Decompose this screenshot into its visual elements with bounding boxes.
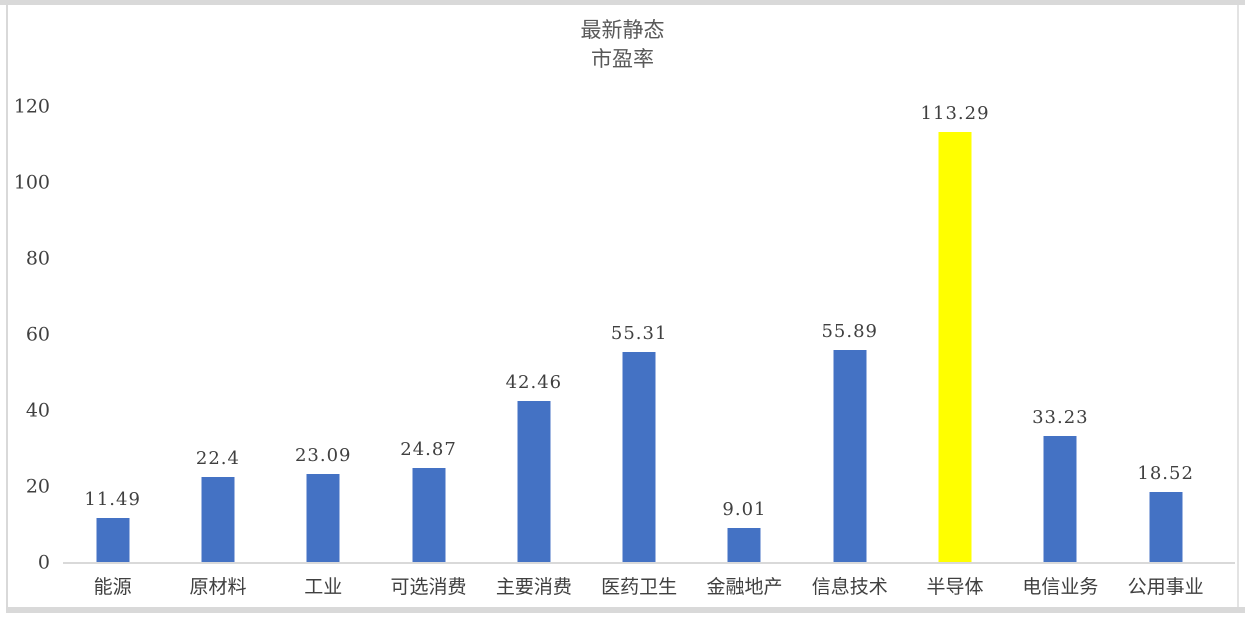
category-label-信息技术: 信息技术 — [811, 576, 888, 598]
category-label-可选消费: 可选消费 — [390, 576, 467, 598]
bar-slot: 9.01 — [692, 107, 797, 563]
bar-slot: 22.4 — [165, 107, 270, 563]
frame-bottom-strip — [6, 607, 1245, 613]
bar-金融地产[interactable] — [727, 527, 761, 562]
bar-slot: 23.09 — [271, 107, 376, 563]
bar-slot: 42.46 — [481, 107, 586, 563]
bar-value-label: 55.89 — [821, 320, 878, 342]
bar-value-label: 55.31 — [610, 322, 668, 344]
bar-slot: 33.23 — [1008, 107, 1113, 563]
bar-电信业务[interactable] — [1043, 435, 1077, 562]
bar-value-label: 23.09 — [294, 445, 352, 467]
category-label-半导体: 半导体 — [926, 576, 984, 598]
bar-slot: 11.49 — [60, 107, 165, 563]
bar-半导体[interactable] — [938, 131, 972, 562]
plot-area: 11.49 22.4 23.09 24.87 42.46 55.31 9.01 55.89 11… — [60, 103, 1235, 564]
bar-value-label: 33.23 — [1032, 406, 1089, 428]
frame-top-strip — [0, 0, 1245, 5]
x-axis-line — [63, 562, 1235, 564]
category-label-原材料: 原材料 — [189, 576, 247, 598]
category-label-电信业务: 电信业务 — [1022, 576, 1099, 598]
category-label-工业: 工业 — [304, 576, 343, 598]
y-tick-label: 20 — [25, 475, 50, 498]
y-tick-label: 0 — [37, 551, 50, 574]
bar-value-label: 11.49 — [84, 489, 141, 511]
bar-slot: 24.87 — [376, 107, 481, 563]
bar-slot: 18.52 — [1113, 107, 1218, 563]
bar-公用事业[interactable] — [1149, 491, 1183, 562]
bar-value-label: 22.4 — [195, 447, 240, 469]
category-label-主要消费: 主要消费 — [495, 576, 572, 598]
frame-right-border — [1237, 5, 1239, 607]
category-label-能源: 能源 — [93, 576, 132, 598]
bar-能源[interactable] — [96, 518, 130, 562]
category-label-金融地产: 金融地产 — [706, 576, 783, 598]
bar-value-label: 42.46 — [505, 371, 563, 393]
bar-value-label: 113.29 — [920, 102, 990, 124]
y-tick-label: 120 — [13, 95, 50, 118]
bar-value-label: 18.52 — [1137, 462, 1194, 484]
y-tick-label: 40 — [25, 399, 50, 422]
y-tick-label: 100 — [13, 171, 50, 194]
bar-value-label: 9.01 — [722, 498, 767, 520]
category-label-医药卫生: 医药卫生 — [601, 576, 678, 598]
category-label-公用事业: 公用事业 — [1127, 576, 1204, 598]
bar-工业[interactable] — [306, 474, 340, 562]
bar-slot: 55.89 — [797, 107, 902, 563]
bar-可选消费[interactable] — [412, 467, 446, 562]
y-axis: 0 20 40 60 80 100 120 — [0, 0, 50, 618]
bar-slot: 55.31 — [587, 107, 692, 563]
chart-title: 最新静态 市盈率 — [580, 18, 665, 71]
y-tick-label: 60 — [25, 323, 50, 346]
frame-left-border — [6, 5, 8, 607]
bar-主要消费[interactable] — [517, 400, 551, 562]
y-tick-label: 80 — [25, 247, 50, 270]
bar-医药卫生[interactable] — [622, 351, 656, 562]
bar-信息技术[interactable] — [833, 349, 867, 562]
bar-slot: 113.29 — [902, 103, 1007, 563]
bar-value-label: 24.87 — [400, 438, 457, 460]
bar-原材料[interactable] — [201, 476, 235, 562]
